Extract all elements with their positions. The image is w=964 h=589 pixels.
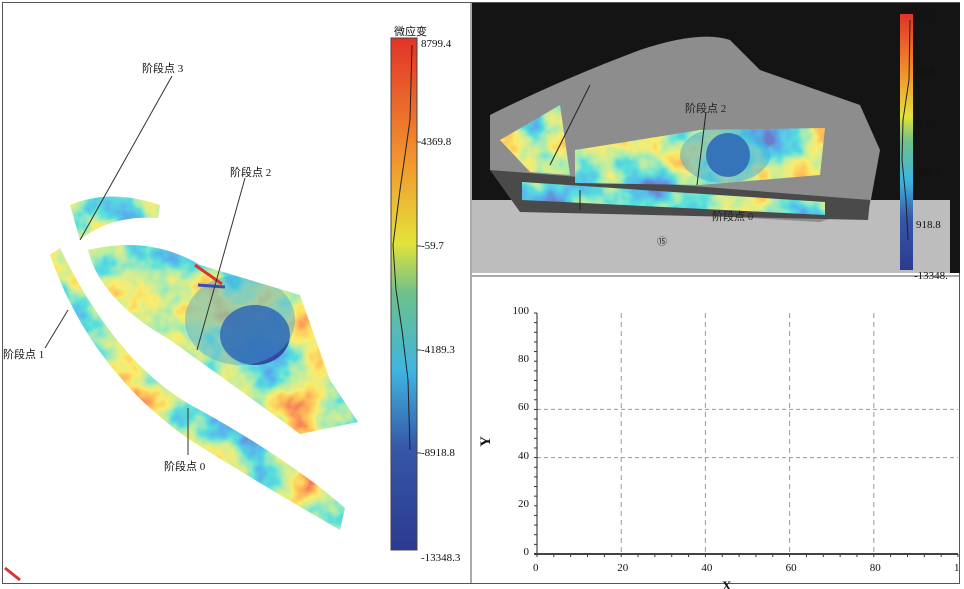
- colorbar-title: 微应变: [394, 26, 427, 38]
- colorbar: [390, 37, 418, 551]
- photo-colorbar-tick: 918.8: [916, 219, 941, 231]
- y-tick-label: 100: [512, 305, 530, 317]
- y-tick-label: 60: [518, 401, 529, 414]
- leader-lines: [44, 75, 246, 455]
- blue-arrow: [197, 283, 226, 289]
- photo-colorbar-tick: 489.3: [916, 167, 941, 179]
- photo-colorbar-tick: 99.4: [916, 12, 936, 24]
- red-arrow: [194, 263, 223, 286]
- stage-point-2-label: 阶段点 2: [230, 167, 272, 179]
- y-axis-label: Y: [477, 436, 494, 447]
- colorbar-histogram: [392, 44, 413, 451]
- photo-colorbar-histogram: [901, 19, 911, 241]
- stage-point-0-label: 阶段点 0: [164, 461, 206, 473]
- y-tick-label: 40: [518, 449, 529, 462]
- colorbar-tick-label: -4189.3: [421, 344, 455, 356]
- photo-colorbar-tick: 9.7: [916, 118, 930, 130]
- left-strain-field: [50, 196, 358, 530]
- axis-stub: [4, 566, 21, 582]
- x-tick-label: 0: [533, 562, 539, 574]
- photo-colorbar-tick: -13348.: [914, 270, 948, 282]
- shoe-logo: ⑮: [657, 237, 667, 248]
- photo-leader-lines: [549, 84, 707, 210]
- x-tick-label: 80: [869, 562, 881, 574]
- y-tick-label: 20: [518, 497, 529, 510]
- y-tick-label: 80: [518, 353, 529, 366]
- chart: [534, 312, 959, 557]
- photo-stage-point-0-label: 阶段点 0: [712, 211, 754, 223]
- stage-point-3-label: 阶段点 3: [142, 63, 184, 75]
- colorbar-tick-label: -59.7: [421, 240, 444, 252]
- photo-colorbar: [900, 14, 913, 270]
- x-tick-label: 1: [954, 562, 960, 574]
- y-tick-label: 0: [523, 546, 530, 558]
- stage-point-1-label: 阶段点 1: [3, 349, 45, 361]
- colorbar-tick-label: -8918.8: [421, 447, 455, 459]
- colorbar-ticks: [417, 141, 421, 454]
- colorbar-tick-label: 4369.8: [421, 136, 452, 148]
- photo-stage-point-2-label: 阶段点 2: [685, 103, 727, 115]
- x-axis-label: X: [722, 578, 732, 589]
- x-tick-label: 40: [701, 562, 713, 574]
- colorbar-tick-label: -13348.3: [421, 552, 461, 564]
- x-tick-label: 60: [785, 562, 797, 574]
- photo-colorbar-tick: 69.8: [916, 66, 936, 78]
- colorbar-tick-label: 8799.4: [421, 38, 452, 50]
- x-tick-label: 20: [617, 562, 629, 574]
